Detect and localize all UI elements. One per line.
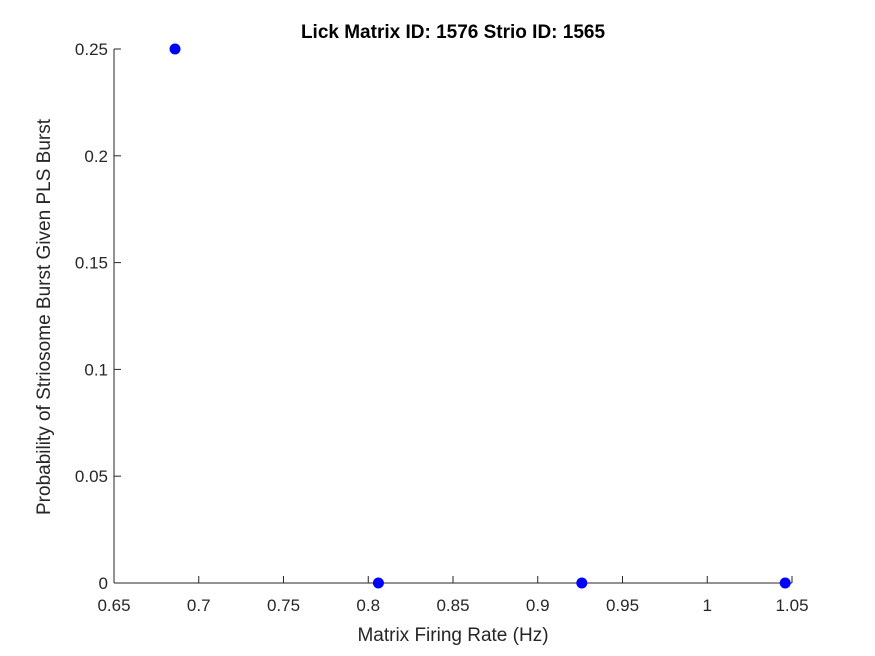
x-axis: 0.65 0.7 0.75 0.8 0.85 0.9 0.95 1 1.05 (97, 576, 809, 615)
y-tick-label: 0.05 (75, 467, 108, 486)
y-tick-label: 0 (99, 574, 108, 593)
data-point (779, 577, 791, 589)
x-tick-label: 1 (703, 596, 712, 615)
data-point (576, 577, 588, 589)
data-point (372, 577, 384, 589)
y-axis: 0 0.05 0.1 0.15 0.2 0.25 (75, 40, 121, 593)
x-tick-label: 0.95 (606, 596, 639, 615)
y-tick-label: 0.25 (75, 40, 108, 59)
x-tick-label: 0.8 (356, 596, 380, 615)
y-tick-label: 0.1 (84, 360, 108, 379)
x-tick-label: 1.05 (775, 596, 808, 615)
x-tick-label: 0.85 (436, 596, 469, 615)
y-tick-label: 0.15 (75, 254, 108, 273)
x-tick-label: 0.7 (187, 596, 211, 615)
data-point (169, 43, 181, 55)
data-points (169, 43, 791, 589)
x-tick-label: 0.9 (526, 596, 550, 615)
x-tick-label: 0.75 (267, 596, 300, 615)
x-axis-label: Matrix Firing Rate (Hz) (357, 625, 548, 646)
y-tick-label: 0.2 (84, 147, 108, 166)
chart-title: Lick Matrix ID: 1576 Strio ID: 1565 (301, 22, 606, 43)
y-axis-label: Probability of Striosome Burst Given PLS… (34, 118, 55, 515)
x-tick-label: 0.65 (97, 596, 130, 615)
